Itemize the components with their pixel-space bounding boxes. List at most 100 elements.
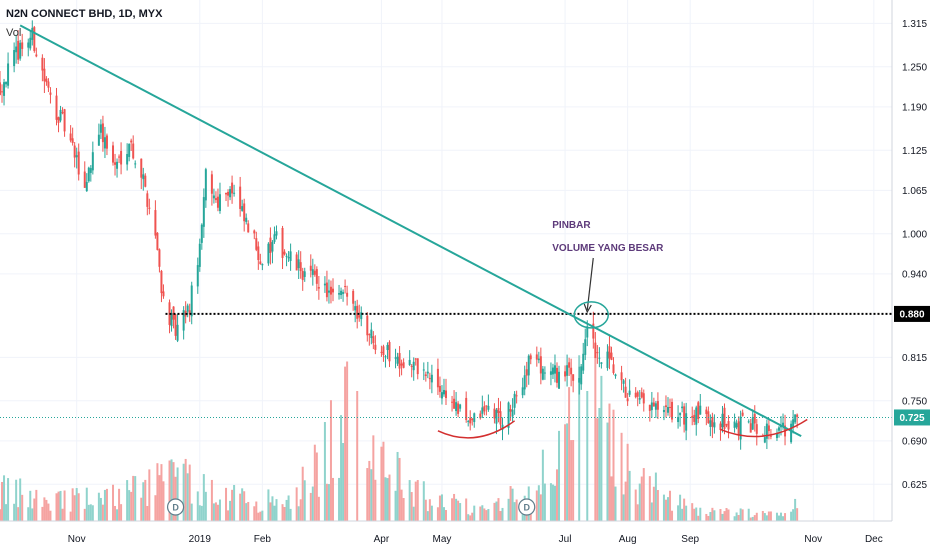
candle-body (777, 427, 780, 431)
candle-body (301, 270, 304, 281)
candle-body (662, 409, 665, 413)
candle-body (45, 78, 48, 83)
candle-body (5, 81, 8, 85)
volume-bar (727, 509, 730, 521)
volume-bar (231, 489, 234, 521)
candle-body (654, 403, 657, 410)
volume-bar (636, 504, 639, 521)
candle-body (497, 408, 500, 413)
volume-bar (679, 494, 682, 521)
candle-body (327, 290, 330, 293)
candle-body (245, 217, 248, 222)
volume-bar (558, 430, 561, 521)
volume-bar (598, 407, 601, 521)
volume-bar (105, 488, 108, 521)
candle-body (515, 395, 518, 397)
volume-bar (15, 479, 18, 521)
candle-body (592, 323, 595, 339)
volume-bar (634, 489, 637, 521)
candle-body (664, 405, 667, 408)
candle-body (275, 231, 278, 236)
volume-bar (481, 505, 484, 521)
volume-bar (769, 511, 772, 521)
candle-body (261, 263, 264, 266)
volume-bar (271, 496, 274, 521)
volume-bar (29, 490, 32, 521)
candle-body (299, 262, 302, 272)
volume-bar (295, 487, 298, 521)
candle-body (438, 385, 441, 392)
candle-body (479, 413, 482, 419)
volume-bar (188, 464, 191, 521)
candle-body (239, 186, 242, 209)
candle-body (792, 419, 795, 428)
volume-bar (285, 499, 288, 521)
candle-body (551, 367, 554, 375)
candle-body (342, 292, 345, 294)
volume-bar (794, 498, 797, 521)
volume-bar (713, 510, 716, 521)
volume-bar (479, 506, 482, 521)
candle-body (259, 261, 262, 264)
volume-bar (118, 488, 121, 521)
x-tick-label: Nov (68, 534, 86, 545)
volume-bar (705, 513, 708, 521)
volume-bar (247, 501, 250, 521)
candle-body (465, 397, 468, 420)
x-tick-label: Sep (681, 534, 699, 545)
volume-label: Vol (6, 27, 22, 39)
volume-bar (368, 460, 371, 521)
volume-bar (41, 506, 44, 521)
volume-bar (315, 452, 318, 521)
candle-body (17, 40, 20, 60)
candle-body (101, 123, 104, 143)
volume-bar (410, 492, 413, 521)
volume-bar (537, 485, 540, 521)
volume-bar (374, 479, 377, 521)
candle-body (285, 255, 288, 257)
candle-body (558, 371, 561, 389)
volume-bar (97, 492, 100, 521)
volume-bar (775, 512, 778, 521)
candle-body (112, 145, 115, 163)
candle-body (126, 154, 129, 165)
volume-bar (620, 432, 623, 521)
volume-bar (739, 508, 742, 521)
candle-body (570, 367, 573, 375)
volume-bar (735, 512, 738, 521)
volume-bar (648, 476, 651, 521)
volume-bar (218, 499, 221, 521)
candle-body (753, 414, 756, 424)
volume-bar (784, 513, 787, 521)
volume-bar (711, 507, 714, 521)
volume-bar (344, 366, 347, 521)
volume-bar (132, 475, 135, 521)
volume-bar (69, 511, 72, 521)
price-axis[interactable]: 1.315 1.250 1.190 1.125 1.065 1.000 0.940 0.815… (894, 19, 930, 491)
candle-body (606, 351, 609, 368)
volume-bar (430, 505, 433, 521)
y-tick-label: 0.815 (902, 353, 927, 364)
volume-bar (414, 481, 417, 521)
candle-body (29, 37, 32, 49)
candle-body (323, 283, 326, 286)
candle-body (485, 405, 488, 407)
candle-body (188, 310, 191, 314)
x-tick-label: Feb (254, 534, 272, 545)
candle-body (455, 402, 458, 412)
volume-bar (596, 418, 599, 521)
annotation-pinbar: PINBAR (552, 220, 591, 231)
candle-body (622, 380, 625, 384)
volume-bar (340, 415, 343, 521)
volume-bar (624, 481, 627, 521)
volume-bar (747, 508, 750, 521)
candle-body (509, 408, 512, 412)
candle-body (21, 42, 24, 49)
time-axis[interactable]: Nov 2019 Feb Apr May Jul Aug Sep Nov Dec (68, 534, 883, 545)
volume-bar (327, 484, 330, 521)
candle-body (97, 134, 100, 146)
volume-bar (196, 491, 199, 521)
candle-body (19, 42, 22, 59)
volume-bar (289, 508, 292, 521)
